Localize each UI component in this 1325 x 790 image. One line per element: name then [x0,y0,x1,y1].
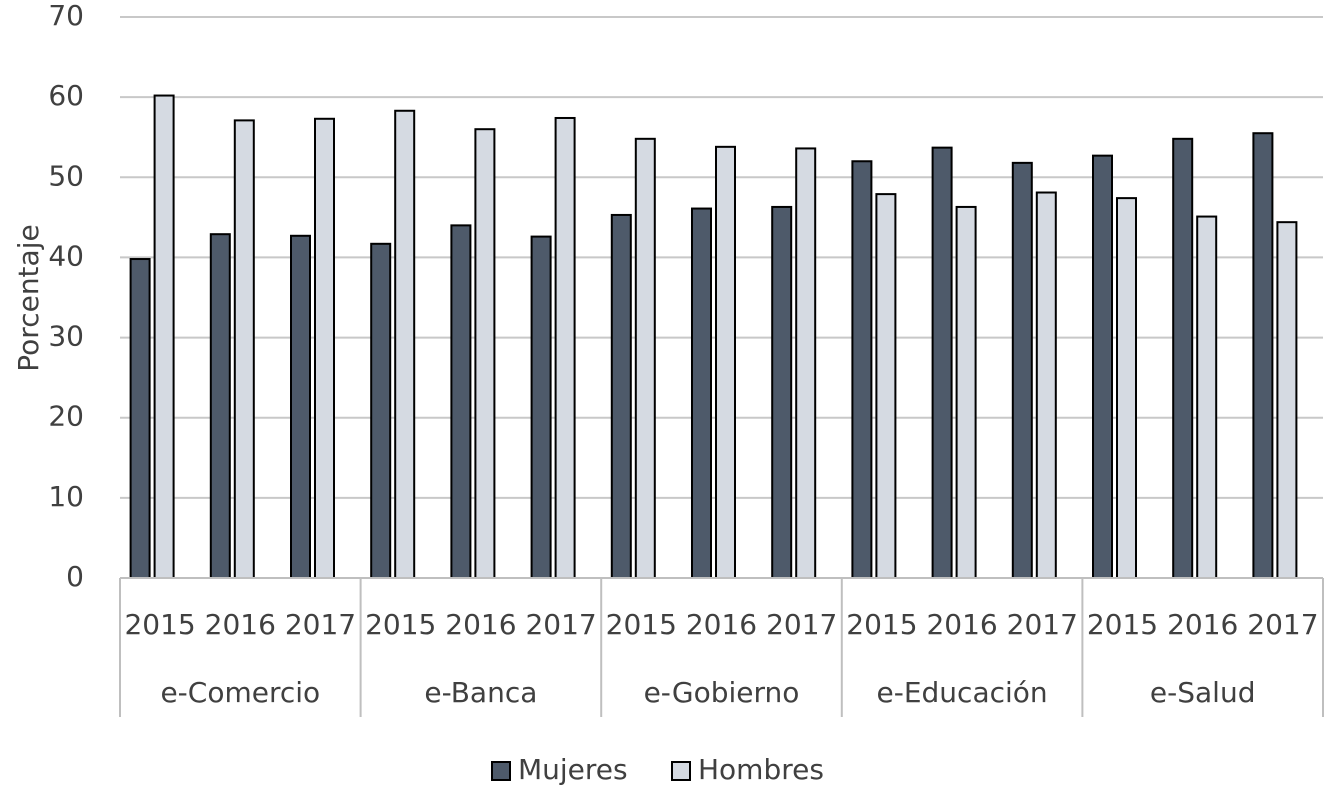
bar-hombres-9 [875,193,897,579]
bar-hombres-8 [795,147,817,579]
y-tick-label: 60 [48,79,84,112]
legend-label-mujeres: Mujeres [518,753,628,786]
bar-hombres-7 [715,145,736,579]
bar-mujeres-5 [530,235,552,579]
y-tick-label: 10 [48,480,84,513]
x-tick-year: 2015 [606,608,677,641]
bars [129,94,1298,580]
x-group-label: e-Gobierno [644,676,800,709]
bar-mujeres-3 [370,242,392,579]
y-tick-label: 0 [66,560,84,593]
bar-hombres-6 [634,137,656,579]
x-tick-year: 2017 [1247,608,1318,641]
x-tick-year: 2017 [1007,608,1078,641]
y-axis-label: Porcentaje [12,224,45,371]
bar-mujeres-9 [851,160,873,579]
bar-mujeres-14 [1252,132,1274,579]
x-tick-year: 2017 [525,608,596,641]
x-tick-year: 2016 [1167,608,1238,641]
bar-mujeres-6 [610,213,632,579]
x-tick-year: 2015 [124,608,195,641]
y-tick-label: 70 [48,0,84,32]
bar-hombres-4 [474,128,496,579]
x-tick-year: 2017 [285,608,356,641]
y-tick-label: 30 [48,320,84,353]
x-tick-year: 2017 [766,608,837,641]
bar-hombres-1 [233,119,255,580]
x-tick-year: 2016 [686,608,757,641]
bar-hombres-14 [1276,221,1298,579]
y-tick-label: 40 [48,239,84,272]
y-tick-label: 50 [48,159,84,192]
bar-mujeres-8 [771,205,793,579]
bar-mujeres-4 [450,224,472,579]
bar-hombres-2 [314,117,335,579]
x-group-label: e-Banca [424,676,537,709]
x-tick-year: 2015 [1087,608,1158,641]
bar-hombres-3 [394,109,416,579]
bar-mujeres-0 [129,258,151,579]
bar-hombres-11 [1035,191,1057,580]
x-tick-year: 2015 [846,608,917,641]
legend-swatch-mujeres [491,761,511,781]
x-tick-year: 2016 [926,608,997,641]
bar-mujeres-10 [931,146,953,580]
x-tick-year: 2015 [365,608,436,641]
bar-hombres-10 [955,205,977,579]
x-tick-year: 2016 [445,608,516,641]
bar-hombres-13 [1196,215,1218,579]
x-axis: 2015 2016 2017 e-Comercio 2015 2016 2017 e-Banc… [119,577,1324,717]
legend: Mujeres Hombres [491,753,824,786]
bar-mujeres-12 [1092,154,1113,579]
bar-hombres-5 [554,116,576,579]
bar-mujeres-2 [290,234,311,579]
bar-mujeres-13 [1172,137,1194,579]
x-group-label: e-Educación [877,676,1048,709]
x-group-label: e-Salud [1150,676,1256,709]
bar-mujeres-11 [1011,161,1033,580]
y-tick-label: 20 [48,400,84,433]
bar-hombres-0 [153,94,175,579]
y-axis-ticks: 0 10 20 30 40 50 60 70 [48,0,84,593]
bar-mujeres-7 [691,207,712,579]
bar-mujeres-1 [209,233,231,580]
x-tick-year: 2016 [205,608,276,641]
legend-label-hombres: Hombres [698,753,824,786]
x-group-label: e-Comercio [160,676,320,709]
bar-hombres-12 [1116,197,1137,579]
legend-swatch-hombres [671,761,691,781]
